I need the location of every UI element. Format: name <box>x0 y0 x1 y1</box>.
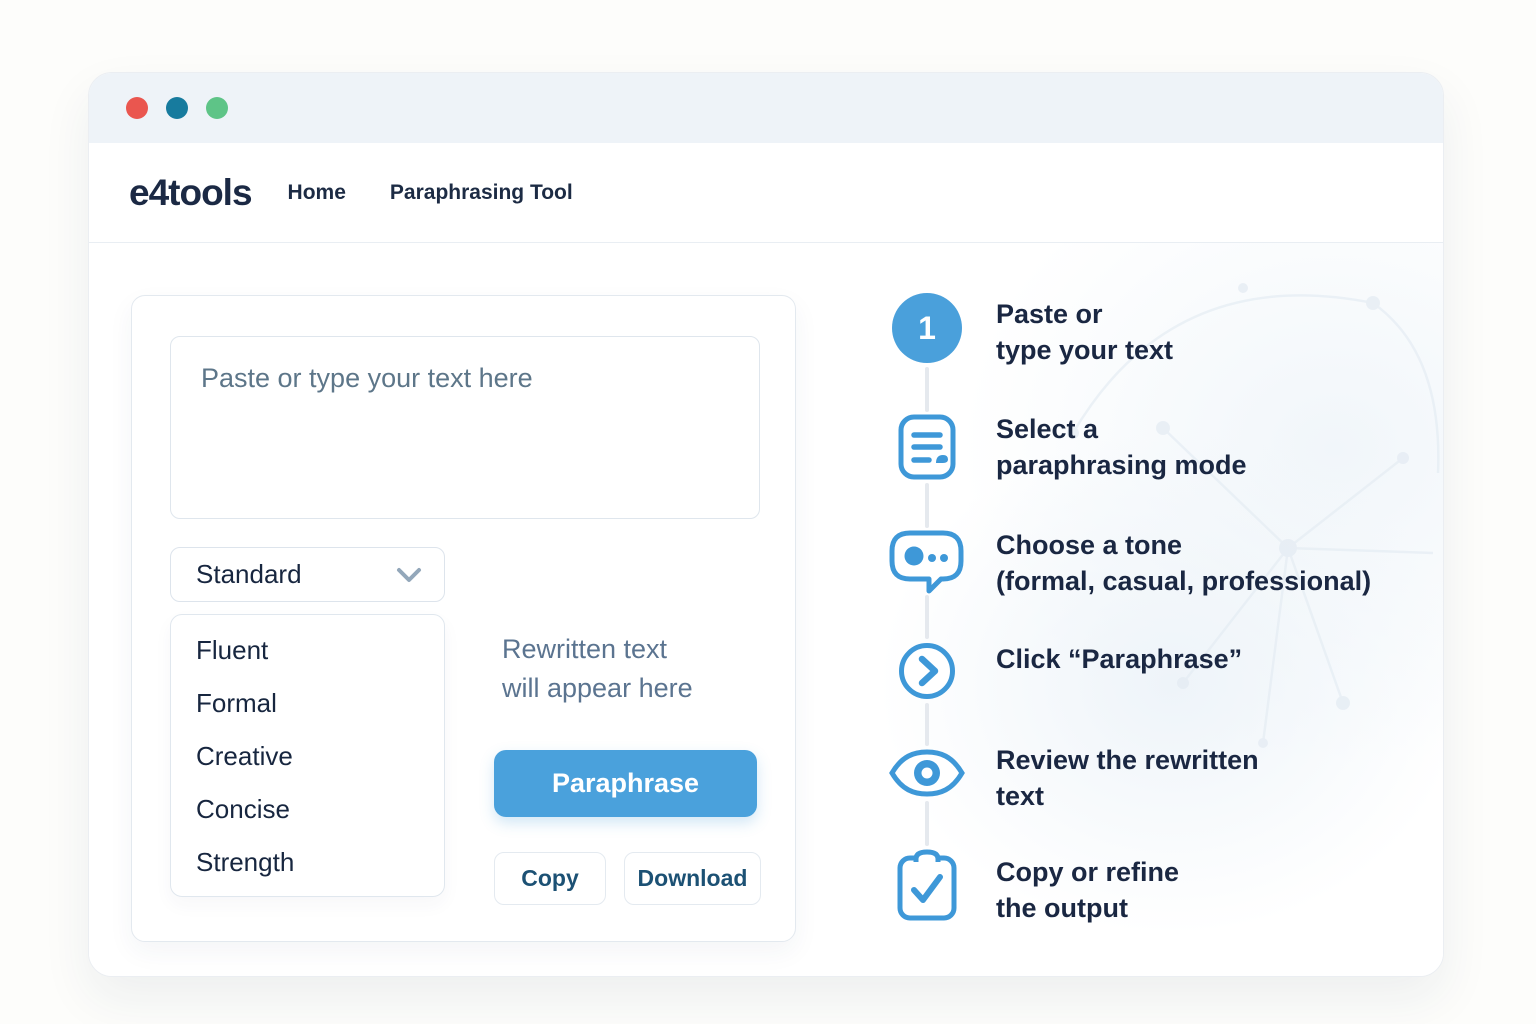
mode-dropdown-value: Standard <box>196 559 302 589</box>
step-1-number-badge: 1 <box>892 293 962 363</box>
logo[interactable]: e4tools <box>129 171 253 213</box>
steps-connector-line <box>925 367 929 412</box>
window-titlebar <box>89 73 1443 143</box>
chat-bubble-icon <box>889 530 964 594</box>
mode-dropdown[interactable]: Standard <box>170 547 445 602</box>
mode-option-fluent[interactable]: Fluent <box>196 635 269 665</box>
source-text-input[interactable] <box>170 336 760 519</box>
steps-connector-line <box>925 483 929 528</box>
nav-link-home[interactable]: Home <box>287 180 346 204</box>
step-2-label: Select a paraphrasing mode <box>996 414 1247 480</box>
paraphrase-button[interactable]: Paraphrase <box>494 750 757 817</box>
document-lines-icon <box>898 414 956 480</box>
step-1-number: 1 <box>918 309 936 346</box>
mode-option-creative[interactable]: Creative <box>196 741 293 771</box>
paraphrasing-tool-panel: Standard Fluent Formal Creative Concise … <box>131 295 796 942</box>
output-placeholder-text: Rewritten text will appear here <box>502 634 693 703</box>
window-maximize-button[interactable] <box>206 97 228 119</box>
window-close-button[interactable] <box>126 97 148 119</box>
mode-option-concise[interactable]: Concise <box>196 794 290 824</box>
step-6-label: Copy or refine the output <box>996 857 1180 923</box>
browser-window: e4tools Home Paraphrasing Tool <box>88 72 1444 977</box>
step-1-label: Paste or type your text <box>996 299 1174 365</box>
mode-option-strength[interactable]: Strength <box>196 847 295 877</box>
steps-connector-line <box>925 703 929 746</box>
chevron-right-circle-icon <box>899 643 955 699</box>
mode-option-formal[interactable]: Formal <box>196 688 277 718</box>
eye-icon <box>889 749 965 797</box>
step-4-label: Click “Paraphrase” <box>996 644 1243 674</box>
step-3-label: Choose a tone (formal, casual, professio… <box>996 530 1372 596</box>
top-navbar: e4tools Home Paraphrasing Tool <box>89 143 1443 243</box>
nav-link-paraphrasing-tool[interactable]: Paraphrasing Tool <box>389 180 573 204</box>
chevron-down-icon <box>397 567 421 582</box>
clipboard-check-icon <box>897 849 957 921</box>
download-button[interactable]: Download <box>624 852 761 905</box>
steps-connector-line <box>925 801 929 846</box>
page-content: Standard Fluent Formal Creative Concise … <box>89 243 1443 976</box>
copy-button[interactable]: Copy <box>494 852 606 905</box>
mode-options-list: Fluent Formal Creative Concise Strength <box>170 614 445 897</box>
steps-connector-line <box>925 595 929 639</box>
step-5-label: Review the rewritten text <box>996 745 1259 811</box>
window-minimize-button[interactable] <box>166 97 188 119</box>
